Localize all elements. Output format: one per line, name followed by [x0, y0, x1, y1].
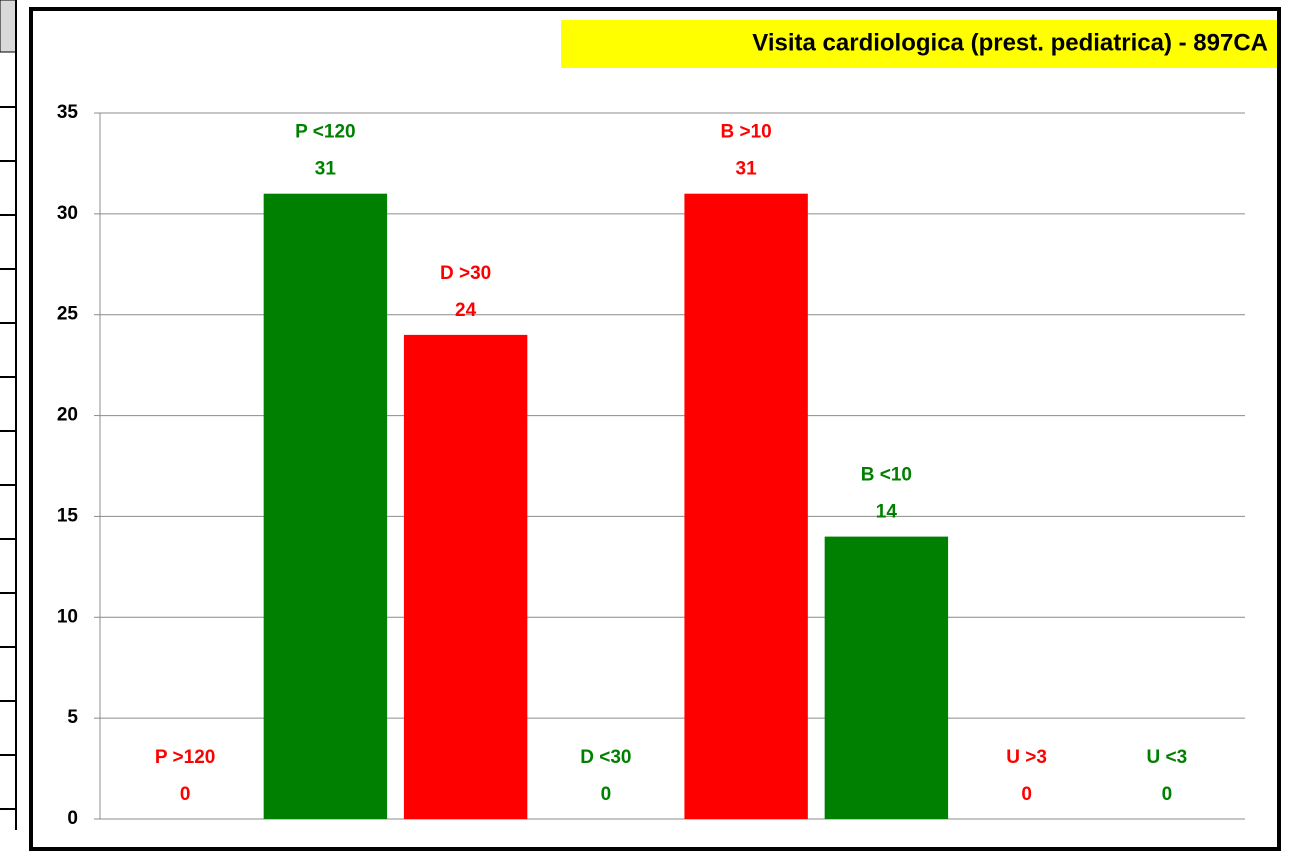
data-label: 0 — [180, 784, 191, 805]
data-label: 0 — [1021, 784, 1032, 805]
data-label-category: B <10 — [861, 465, 912, 486]
data-label-category: U <3 — [1147, 747, 1188, 768]
data-label: 24 — [455, 300, 477, 321]
title-box — [561, 20, 1277, 68]
data-label: 14 — [876, 502, 898, 523]
data-label: 31 — [736, 159, 758, 180]
chart-title: Visita cardiologica (prest. pediatrica) … — [752, 29, 1268, 56]
bar — [824, 536, 949, 819]
data-label-category: U >3 — [1006, 747, 1047, 768]
y-tick-label: 20 — [57, 405, 78, 426]
bar — [263, 193, 388, 819]
left-table-fragment — [0, 0, 17, 830]
bar — [684, 193, 808, 819]
data-label-category: D >30 — [440, 263, 491, 284]
data-label-category: P <120 — [295, 122, 355, 143]
y-tick-label: 5 — [67, 707, 78, 728]
chart-frame — [29, 7, 1281, 851]
data-label-category: P >120 — [155, 747, 215, 768]
bar — [403, 334, 528, 819]
y-tick-label: 10 — [57, 606, 78, 627]
data-label: 31 — [315, 159, 337, 180]
y-tick-label: 15 — [57, 505, 79, 526]
y-tick-label: 35 — [57, 102, 79, 123]
y-tick-label: 25 — [57, 304, 79, 325]
y-tick-label: 0 — [67, 808, 78, 829]
data-label: 0 — [1162, 784, 1173, 805]
data-label: 0 — [601, 784, 612, 805]
data-label-category: D <30 — [580, 747, 631, 768]
y-tick-label: 30 — [57, 203, 78, 224]
data-label-category: B >10 — [721, 122, 772, 143]
table-cell — [0, 0, 17, 53]
